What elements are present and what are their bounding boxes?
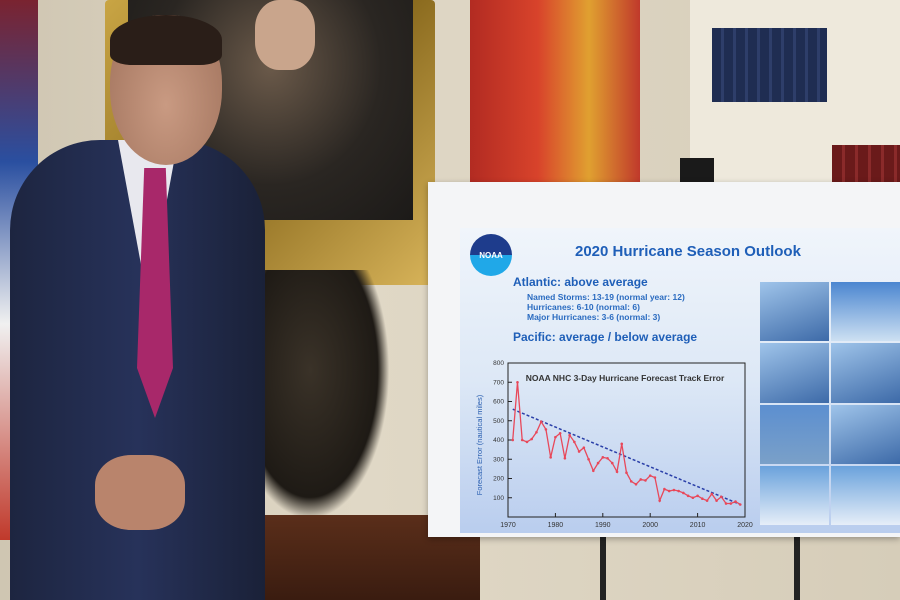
series-line <box>512 382 741 506</box>
x-tick-label: 2020 <box>737 522 753 529</box>
data-point <box>525 440 529 444</box>
plot-frame <box>507 362 746 518</box>
data-point <box>563 456 567 460</box>
data-point <box>672 488 676 492</box>
data-point <box>724 502 728 505</box>
logo-text: NOAA <box>479 250 503 260</box>
data-point <box>639 478 643 481</box>
man-hair <box>110 15 222 65</box>
atlantic-heading: Atlantic: above average <box>513 275 648 289</box>
camera <box>680 158 714 184</box>
data-point <box>686 494 690 498</box>
data-point <box>539 420 543 424</box>
data-point <box>629 480 633 483</box>
y-axis-label: Forecast Error (nautical miles) <box>475 394 484 495</box>
data-point <box>658 499 661 502</box>
x-tick-label: 2010 <box>690 522 706 529</box>
data-point <box>516 380 519 384</box>
data-point <box>520 438 524 442</box>
data-point <box>544 428 548 431</box>
y-tick-label: 200 <box>493 476 504 483</box>
data-point <box>729 502 733 505</box>
data-point <box>644 479 647 482</box>
data-point <box>568 433 571 437</box>
y-tick-label: 300 <box>493 456 504 463</box>
data-point <box>691 496 695 500</box>
data-point <box>705 499 709 502</box>
data-point <box>696 494 699 498</box>
poster-title: 2020 Hurricane Season Outlook <box>575 243 801 260</box>
data-point <box>601 456 605 459</box>
data-point <box>653 476 657 479</box>
data-point <box>549 456 552 459</box>
x-tick-label: 1970 <box>500 522 516 529</box>
x-tick-label: 1980 <box>548 522 564 529</box>
data-point <box>734 500 737 503</box>
x-tick-label: 1990 <box>595 522 611 529</box>
data-point <box>606 456 609 460</box>
data-point <box>558 431 562 435</box>
data-point <box>573 440 576 444</box>
easel <box>600 530 800 600</box>
data-point <box>620 442 624 446</box>
data-point <box>710 492 714 496</box>
hands <box>95 455 185 530</box>
data-point <box>596 461 600 465</box>
track-error-chart: 1970 1980 1990 2000 2010 2020 100 200 300 400 500 6… <box>475 360 753 529</box>
portrait-face <box>255 0 315 70</box>
flag <box>470 0 640 185</box>
data-point <box>592 469 595 473</box>
data-point <box>530 437 533 441</box>
data-point <box>511 438 515 442</box>
data-point <box>667 489 671 493</box>
trend-line <box>512 408 741 506</box>
data-point <box>682 491 685 495</box>
data-point <box>577 450 581 453</box>
photo-collage <box>760 282 900 525</box>
atlantic-line: Named Storms: 13-19 (normal year: 12) <box>527 292 685 302</box>
books <box>712 28 827 102</box>
x-tick-label: 2000 <box>642 522 658 529</box>
data-point <box>738 503 742 506</box>
data-point <box>615 470 619 474</box>
data-point <box>715 499 718 502</box>
data-point <box>554 435 557 439</box>
pacific-heading: Pacific: average / below average <box>513 330 698 344</box>
data-point <box>720 495 723 499</box>
data-point <box>582 446 586 449</box>
y-tick-label: 100 <box>493 495 504 502</box>
y-tick-label: 500 <box>493 418 504 425</box>
y-tick-label: 400 <box>493 437 504 444</box>
y-tick-label: 700 <box>493 379 504 386</box>
atlantic-line: Major Hurricanes: 3-6 (normal: 3) <box>527 312 661 322</box>
data-point <box>610 461 614 465</box>
data-point <box>701 497 704 501</box>
data-point <box>535 431 538 434</box>
data-point <box>634 482 638 486</box>
data-point <box>625 471 628 475</box>
tie <box>137 168 173 418</box>
atlantic-line: Hurricanes: 6-10 (normal: 6) <box>527 302 640 312</box>
y-tick-label: 600 <box>493 399 504 406</box>
y-tick-label: 800 <box>493 360 504 367</box>
chart-title: NOAA NHC 3-Day Hurricane Forecast Track … <box>526 373 725 383</box>
data-point <box>648 474 652 477</box>
data-point <box>663 487 666 491</box>
data-point <box>677 489 680 493</box>
data-point <box>587 457 590 461</box>
noaa-logo: NOAA <box>470 234 512 276</box>
